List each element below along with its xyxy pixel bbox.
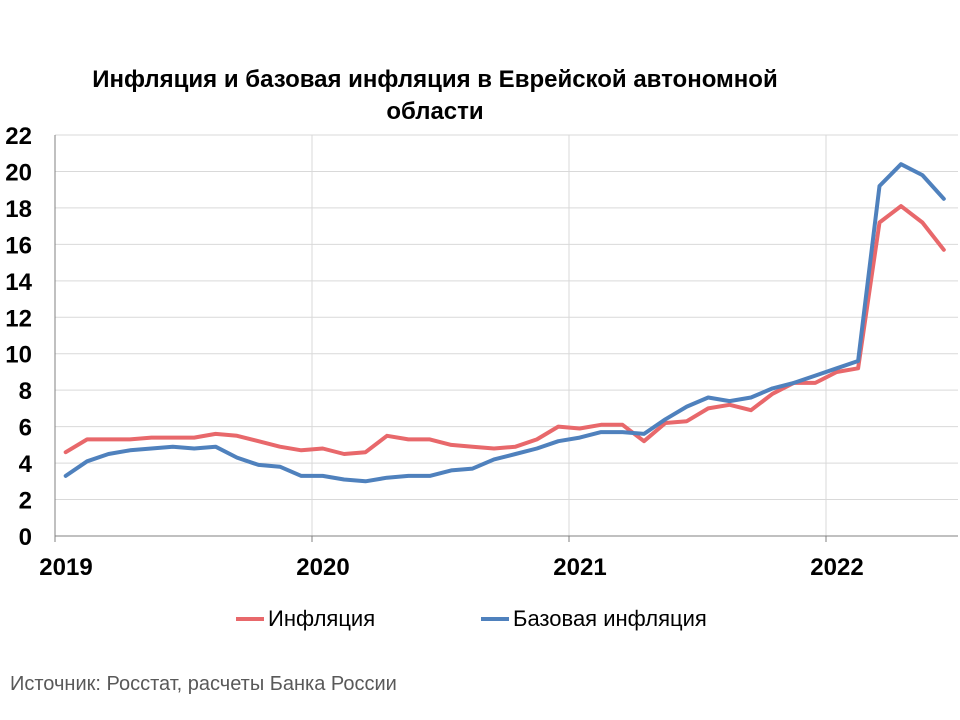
series-lines	[63, 162, 946, 484]
series-line-core-inflation	[63, 162, 946, 484]
y-tick-label: 20	[5, 159, 32, 186]
x-tick-label: 2022	[810, 554, 863, 581]
y-tick-label: 8	[19, 378, 32, 405]
y-tick-label: 12	[5, 305, 32, 332]
y-tick-label: 0	[19, 524, 32, 551]
x-axis-ticks: 2019 2020 2021 2022	[39, 536, 864, 581]
x-tick-label: 2021	[553, 554, 606, 581]
source-note: Источник: Росстат, расчеты Банка России	[10, 673, 397, 695]
y-tick-label: 18	[5, 196, 32, 223]
y-tick-label: 4	[19, 451, 33, 478]
legend-label-core-inflation: Базовая инфляция	[513, 606, 707, 631]
y-axis-ticks: 0 2 4 6 8 10 12 14 16 18 20 22	[5, 123, 32, 551]
legend-swatch-core-inflation	[481, 617, 509, 621]
y-tick-label: 6	[19, 415, 32, 442]
y-tick-label: 22	[5, 123, 32, 150]
x-tick-label: 2020	[296, 554, 349, 581]
legend-item-inflation: Инфляция	[236, 606, 375, 632]
legend-label-inflation: Инфляция	[268, 606, 376, 631]
y-tick-label: 16	[5, 232, 32, 259]
y-tick-label: 14	[5, 269, 32, 296]
x-tick-label: 2019	[39, 554, 92, 581]
y-tick-label: 2	[19, 488, 32, 515]
axes	[54, 135, 958, 537]
legend-swatch-inflation	[236, 617, 264, 621]
series-line-inflation	[63, 204, 946, 456]
legend-item-core-inflation: Базовая инфляция	[481, 606, 707, 632]
chart-title: Инфляция и базовая инфляция в Еврейской …	[92, 66, 778, 125]
gridlines	[55, 134, 958, 536]
y-tick-label: 10	[5, 342, 32, 369]
